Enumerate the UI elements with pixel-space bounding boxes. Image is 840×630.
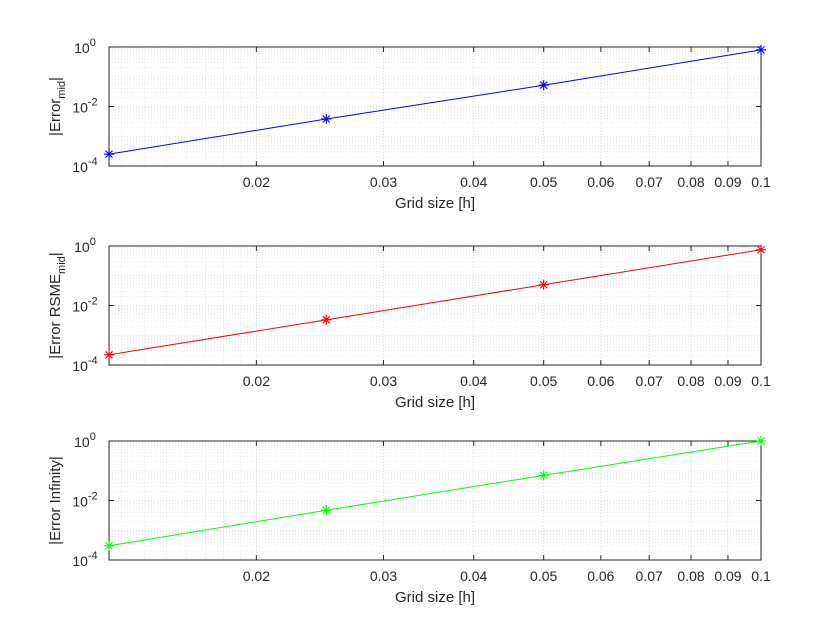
y-tick-label-exponent: -4 [88, 355, 98, 367]
y-axis-label: |Error Infinity| [47, 456, 64, 545]
x-tick-label: 0.06 [587, 373, 614, 389]
data-point [321, 314, 332, 325]
y-tick-label: 100 [74, 431, 96, 450]
x-axis-label: Grid size [h] [395, 394, 475, 411]
y-axis-label-subscript: mid [56, 256, 68, 274]
x-tick-label: 0.03 [370, 568, 397, 584]
x-tick-label: 0.1 [751, 373, 771, 389]
x-tick-label: 0.02 [243, 373, 270, 389]
y-axis-label-tail: | [47, 252, 64, 256]
y-tick-label-exponent: -2 [88, 97, 98, 109]
y-tick-label: 10-2 [72, 491, 97, 510]
y-tick-label-exponent: -4 [88, 550, 98, 562]
x-axis-label: Grid size [h] [395, 195, 475, 212]
plot-area [109, 441, 761, 560]
y-tick-label: 10-2 [72, 97, 97, 116]
y-tick-label-base: 10 [72, 299, 88, 315]
y-tick-label: 10-4 [72, 550, 97, 569]
y-axis-label-main: |Error RSME [47, 274, 64, 359]
y-axis-label-main: |Error Infinity| [47, 456, 64, 545]
y-tick-label-exponent: 0 [90, 236, 96, 248]
x-tick-label: 0.07 [636, 373, 663, 389]
data-point [756, 436, 766, 446]
y-axis-label-subscript: mid [56, 81, 68, 99]
data-point [321, 505, 332, 516]
x-axis-label: Grid size [h] [395, 589, 475, 606]
y-tick-label: 100 [74, 236, 96, 255]
subplot-1: 0.02 0.03 0.04 0.05 0.06 0.07 0.08 0.09 0.110-41… [47, 37, 771, 212]
y-tick-label-base: 10 [72, 358, 88, 374]
subplot-2: 0.02 0.03 0.04 0.05 0.06 0.07 0.08 0.09 0.110-41… [47, 236, 771, 411]
x-tick-label: 0.1 [751, 174, 771, 190]
data-point [756, 244, 766, 255]
y-tick-label-exponent: -4 [88, 156, 98, 168]
data-point [104, 540, 114, 551]
y-tick-label-exponent: 0 [90, 37, 96, 49]
x-tick-label: 0.09 [714, 568, 741, 584]
x-tick-label: 0.02 [243, 174, 270, 190]
y-tick-label: 10-4 [72, 355, 97, 374]
y-tick-label-base: 10 [72, 100, 88, 116]
x-tick-label: 0.03 [370, 373, 397, 389]
y-tick-label-base: 10 [74, 40, 90, 56]
x-tick-label: 0.08 [677, 568, 704, 584]
y-tick-label: 10-4 [72, 156, 97, 175]
plot-area [109, 47, 761, 166]
x-tick-label: 0.1 [751, 568, 771, 584]
y-tick-label-exponent: -2 [88, 296, 98, 308]
x-tick-label: 0.05 [530, 568, 557, 584]
x-tick-label: 0.07 [636, 174, 663, 190]
y-axis-label-tail: | [47, 77, 64, 81]
x-tick-label: 0.04 [460, 373, 487, 389]
x-tick-label: 0.08 [677, 373, 704, 389]
x-tick-label: 0.04 [460, 568, 487, 584]
y-tick-label: 100 [74, 37, 96, 56]
y-axis-label-main: |Error [47, 99, 64, 136]
x-tick-label: 0.05 [530, 174, 557, 190]
x-tick-label: 0.09 [714, 373, 741, 389]
x-tick-label: 0.05 [530, 373, 557, 389]
series-line [108, 249, 762, 356]
data-point [756, 44, 766, 55]
x-tick-label: 0.06 [587, 568, 614, 584]
data-point [538, 279, 549, 290]
y-axis-label: |Error RSMEmid| [47, 252, 68, 358]
data-point [321, 114, 332, 125]
x-tick-label: 0.06 [587, 174, 614, 190]
series-line [108, 440, 762, 547]
x-tick-label: 0.09 [714, 174, 741, 190]
y-tick-label-base: 10 [72, 159, 88, 175]
y-tick-label-exponent: 0 [90, 431, 96, 443]
y-tick-label-base: 10 [74, 434, 90, 450]
y-tick-label-exponent: -2 [88, 491, 98, 503]
plot-area [109, 246, 761, 365]
subplot-3: 0.02 0.03 0.04 0.05 0.06 0.07 0.08 0.09 0.110-41… [47, 431, 771, 606]
x-tick-label: 0.03 [370, 174, 397, 190]
x-tick-label: 0.04 [460, 174, 487, 190]
y-tick-label-base: 10 [72, 494, 88, 510]
data-point [538, 80, 549, 91]
x-tick-label: 0.07 [636, 568, 663, 584]
data-point [538, 470, 549, 481]
x-tick-label: 0.02 [243, 568, 270, 584]
series-line [108, 49, 762, 155]
x-tick-label: 0.08 [677, 174, 704, 190]
data-point [104, 349, 114, 360]
y-tick-label: 10-2 [72, 296, 97, 315]
y-tick-label-base: 10 [72, 553, 88, 569]
data-point [104, 149, 114, 160]
y-axis-label: |Errormid| [47, 77, 68, 136]
y-tick-label-base: 10 [74, 239, 90, 255]
